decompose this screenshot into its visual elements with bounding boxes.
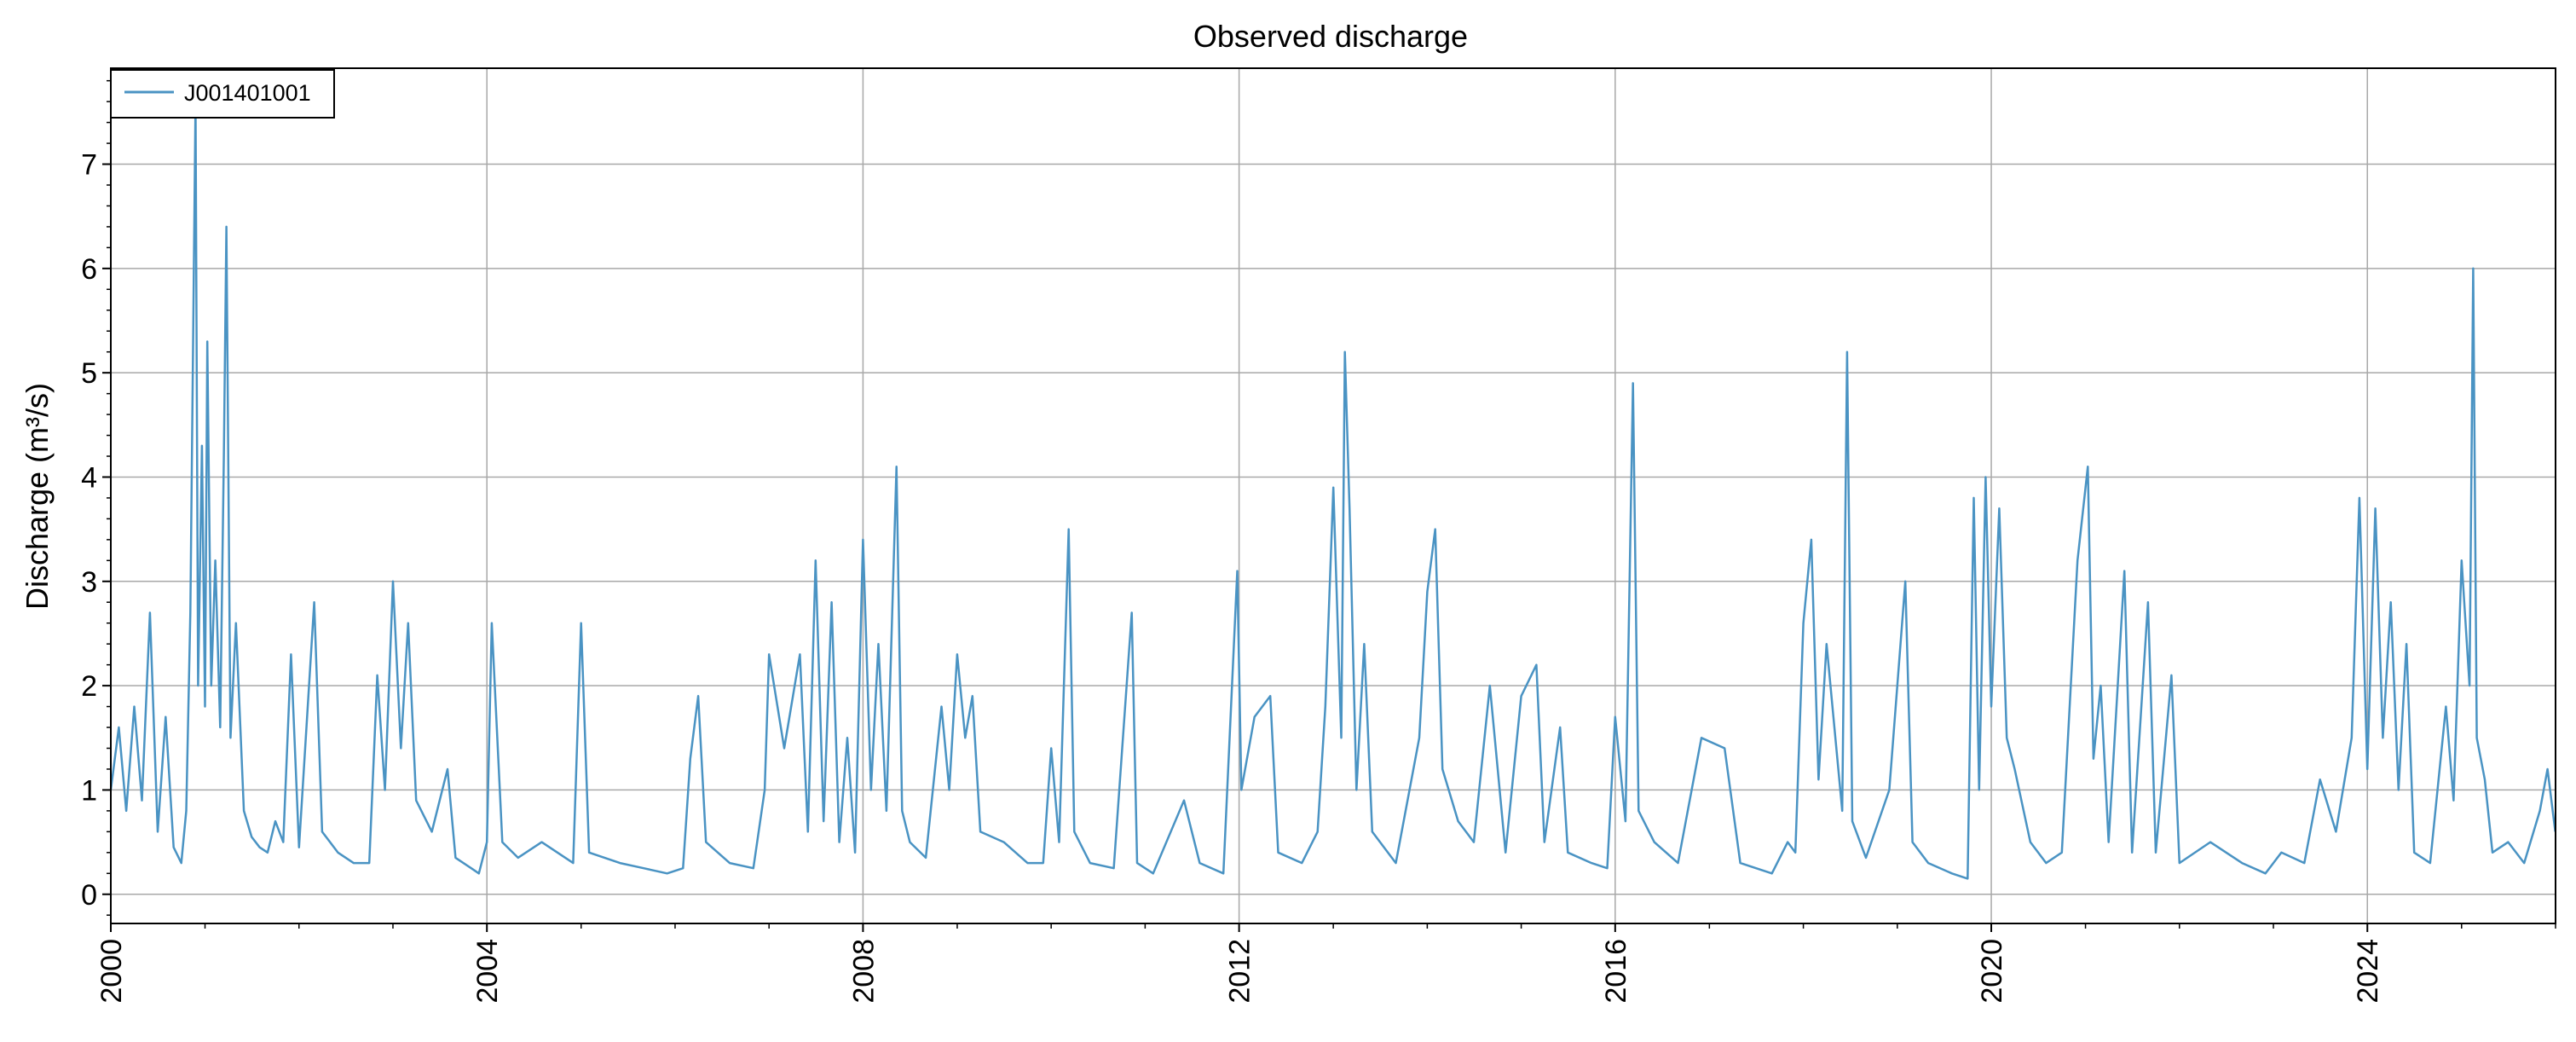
x-tick-label: 2012 <box>1224 939 1256 1004</box>
x-tick-label: 2020 <box>1976 939 2008 1004</box>
x-tick-label: 2024 <box>2352 939 2384 1004</box>
y-tick-label: 3 <box>81 566 97 599</box>
y-tick-label: 1 <box>81 774 97 807</box>
series-layer <box>109 100 2556 880</box>
legend: J001401001 <box>110 69 335 119</box>
y-tick-label: 2 <box>81 670 97 703</box>
y-tick-label: 7 <box>81 149 97 182</box>
x-tick-label: 2008 <box>847 939 880 1004</box>
x-tick-label: 2016 <box>1600 939 1632 1004</box>
plot-frame <box>110 67 2556 924</box>
series-line-0 <box>109 100 2556 880</box>
chart-title: Observed discharge <box>1193 19 1468 54</box>
x-tick-label: 2004 <box>471 939 504 1004</box>
x-axis: 2000 2004 2008 2012 2016 2020 2024 <box>95 923 2384 1004</box>
y-axis-label: Discharge (m³/s) <box>20 383 55 610</box>
legend-label: J001401001 <box>184 80 311 106</box>
y-tick-label: 6 <box>81 253 97 286</box>
y-tick-label: 5 <box>81 357 97 390</box>
y-axis: 0 1 2 3 4 5 6 7 <box>81 149 111 912</box>
x-tick-label: 2000 <box>95 939 128 1004</box>
y-tick-label: 0 <box>81 879 97 912</box>
legend-frame <box>110 69 335 119</box>
y-tick-label: 4 <box>81 461 97 494</box>
grid-lines <box>110 68 2556 923</box>
